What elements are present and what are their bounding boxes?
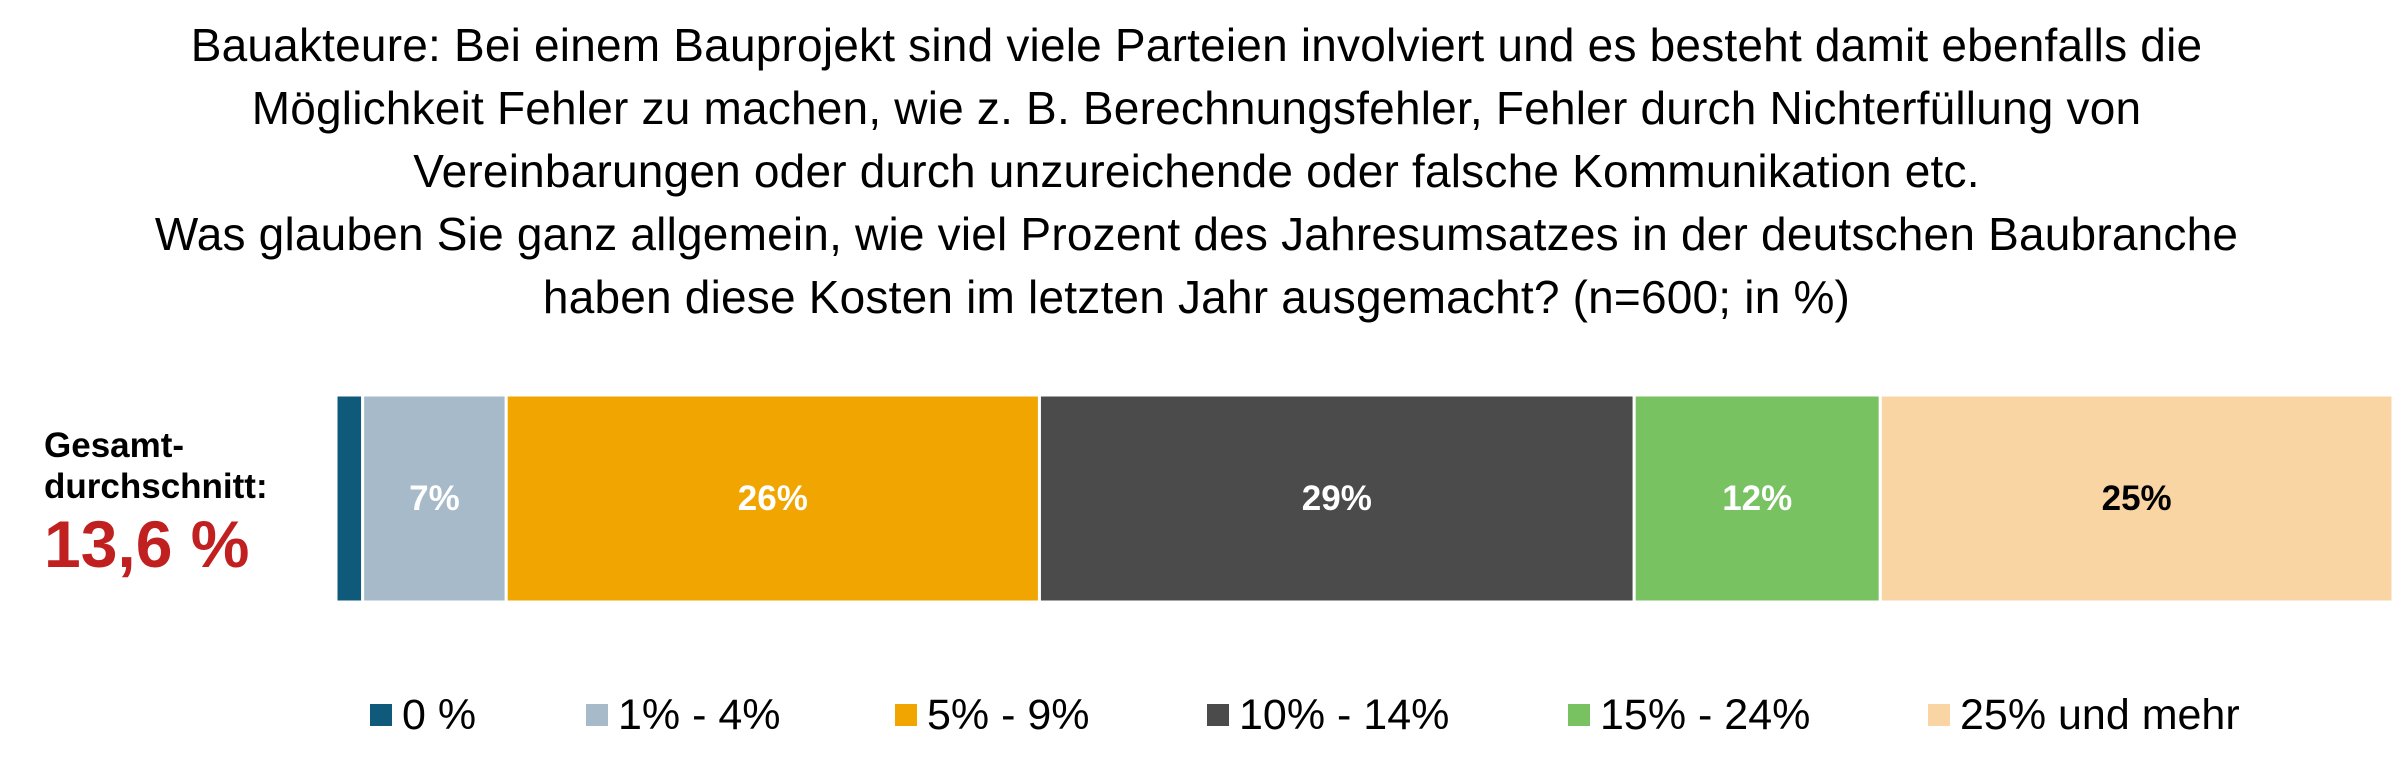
overall-average-value: 13,6 %	[44, 507, 250, 581]
data-label: 29%	[1302, 479, 1372, 518]
legend-label: 5% - 9%	[927, 691, 1090, 739]
overall-average-label-line: Gesamt-	[44, 426, 185, 465]
chart-title: Bauakteure: Bei einem Bauprojekt sind vi…	[0, 14, 2393, 329]
bar-segment	[334, 393, 365, 604]
bar-segment	[1632, 393, 1882, 604]
bar-segment	[361, 393, 508, 604]
legend-item: 10% - 14%	[1207, 685, 1449, 745]
data-label: 7%	[409, 479, 460, 518]
overall-average: Gesamt- durchschnitt: 13,6 %	[44, 425, 268, 581]
legend-swatch	[1928, 704, 1950, 726]
legend-item: 25% und mehr	[1928, 685, 2240, 745]
legend-label: 1% - 4%	[618, 691, 781, 739]
title-line: Was glauben Sie ganz allgemein, wie viel…	[154, 208, 2239, 260]
data-label: 26%	[738, 479, 808, 518]
legend-item: 5% - 9%	[895, 685, 1090, 745]
legend-item: 0 %	[370, 685, 476, 745]
title-line: Vereinbarungen oder durch unzureichende …	[413, 145, 1980, 197]
legend-item: 1% - 4%	[586, 685, 781, 745]
legend-swatch	[895, 704, 917, 726]
legend-item: 15% - 24%	[1568, 685, 1810, 745]
bar-segment	[1037, 393, 1636, 604]
legend-swatch	[370, 704, 392, 726]
overall-average-label-line: durchschnitt:	[44, 467, 268, 506]
data-label: 12%	[1722, 479, 1792, 518]
legend-label: 25% und mehr	[1960, 691, 2240, 739]
legend-label: 15% - 24%	[1600, 691, 1811, 739]
legend-swatch	[1207, 704, 1229, 726]
chart-legend: 0 % 1% - 4% 5% - 9% 10% - 14% 15% - 24% 25% u…	[0, 685, 2393, 745]
overall-average-label: Gesamt- durchschnitt:	[44, 425, 268, 507]
title-line: Bauakteure: Bei einem Bauprojekt sind vi…	[190, 19, 2203, 71]
bar-segment	[504, 393, 1041, 604]
data-label: 25%	[2102, 479, 2172, 518]
legend-swatch	[1568, 704, 1590, 726]
title-line: Möglichkeit Fehler zu machen, wie z. B. …	[251, 82, 2142, 134]
legend-label: 10% - 14%	[1239, 691, 1450, 739]
title-line: haben diese Kosten im letzten Jahr ausge…	[542, 271, 1851, 323]
legend-swatch	[586, 704, 608, 726]
legend-label: 0 %	[402, 691, 477, 739]
